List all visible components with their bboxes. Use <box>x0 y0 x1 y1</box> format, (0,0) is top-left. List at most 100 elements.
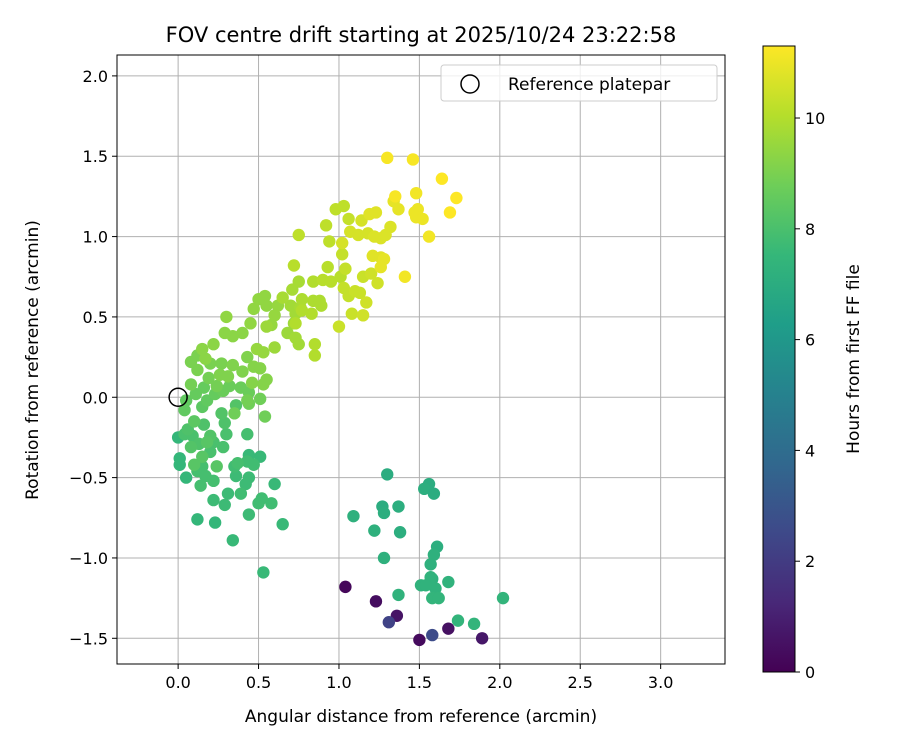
data-point <box>292 228 305 242</box>
data-point <box>450 191 463 205</box>
data-point <box>398 270 412 283</box>
data-point <box>292 275 305 288</box>
data-point <box>371 276 384 290</box>
data-point <box>409 186 423 200</box>
data-point <box>339 262 352 275</box>
data-point <box>360 296 373 309</box>
data-point <box>305 307 318 320</box>
data-point <box>245 376 259 389</box>
legend-marker <box>460 74 480 94</box>
data-point <box>342 212 355 226</box>
data-point <box>202 371 215 385</box>
data-point <box>268 477 281 491</box>
data-point <box>384 220 397 234</box>
data-point <box>241 350 254 364</box>
data-point <box>226 534 240 547</box>
data-point <box>215 407 228 420</box>
data-point <box>188 458 201 471</box>
data-point <box>335 248 349 261</box>
data-point <box>191 513 204 526</box>
data-point <box>369 206 383 219</box>
colorbar-ticks: 0 2 4 6 8 10 <box>795 109 825 682</box>
data-point <box>241 394 254 407</box>
colorbar-tick-label: 0 <box>805 663 815 682</box>
colorbar-tick-label: 8 <box>805 220 815 239</box>
data-point <box>368 524 381 537</box>
data-point <box>218 416 231 430</box>
data-point <box>287 259 301 272</box>
data-point <box>381 151 394 165</box>
legend-box <box>440 64 718 102</box>
data-point <box>382 616 396 629</box>
data-point <box>253 362 267 375</box>
y-tick-label: 0.0 <box>83 388 108 407</box>
data-point <box>257 566 270 579</box>
legend-label: Reference platepar <box>508 75 670 95</box>
data-point <box>467 617 481 631</box>
data-point <box>268 341 281 354</box>
data-point <box>260 320 273 333</box>
data-point <box>339 580 352 594</box>
data-point <box>236 326 249 340</box>
y-tick-label: 0.5 <box>83 308 108 327</box>
data-point <box>197 418 211 431</box>
data-point <box>419 579 433 592</box>
data-point <box>265 497 278 510</box>
data-point <box>184 440 198 454</box>
data-point <box>184 378 198 391</box>
data-point <box>199 352 212 365</box>
data-point <box>223 379 236 393</box>
data-point <box>210 379 223 393</box>
data-point <box>226 358 240 372</box>
y-tick-label: −0.5 <box>69 469 108 488</box>
data-point <box>364 267 378 280</box>
data-point <box>496 591 510 605</box>
data-point <box>427 487 441 500</box>
data-point <box>345 307 359 320</box>
x-tick-label: 2.5 <box>568 673 593 692</box>
colorbar-tick-label: 2 <box>805 552 815 571</box>
reference-platepar-marker <box>168 387 188 408</box>
colorbar-tick-label: 6 <box>805 331 815 350</box>
data-point <box>218 326 231 340</box>
data-point <box>308 349 322 362</box>
data-point <box>178 403 191 417</box>
data-point <box>392 588 405 602</box>
data-point <box>406 153 420 166</box>
data-point <box>347 509 360 523</box>
data-point <box>426 628 439 642</box>
data-point <box>215 357 228 370</box>
data-point <box>393 526 407 539</box>
data-point <box>258 410 272 423</box>
data-point <box>196 450 209 463</box>
data-point <box>210 460 223 473</box>
data-point <box>188 415 201 428</box>
data-point <box>337 199 350 213</box>
data-point <box>220 310 233 324</box>
y-axis-label: Rotation from reference (arcmin) <box>23 220 43 500</box>
data-point <box>289 317 302 330</box>
data-point <box>352 228 365 242</box>
data-point <box>389 190 402 203</box>
data-point <box>321 260 334 274</box>
data-point <box>252 293 265 306</box>
data-point <box>247 458 260 471</box>
colorbar <box>762 45 796 673</box>
data-point <box>332 320 346 333</box>
plot-frame <box>116 54 726 665</box>
data-point <box>319 219 333 232</box>
data-point <box>432 591 445 605</box>
data-point <box>443 206 457 219</box>
y-tick-label: 2.0 <box>83 67 108 86</box>
data-point <box>315 299 328 312</box>
data-point <box>207 493 220 507</box>
data-point <box>323 235 336 248</box>
data-point <box>221 370 235 383</box>
data-point <box>276 518 289 531</box>
data-point <box>435 172 449 185</box>
data-point <box>429 582 442 595</box>
data-point <box>179 471 193 484</box>
data-point <box>424 558 437 571</box>
data-point <box>442 622 455 635</box>
data-point <box>194 479 207 492</box>
